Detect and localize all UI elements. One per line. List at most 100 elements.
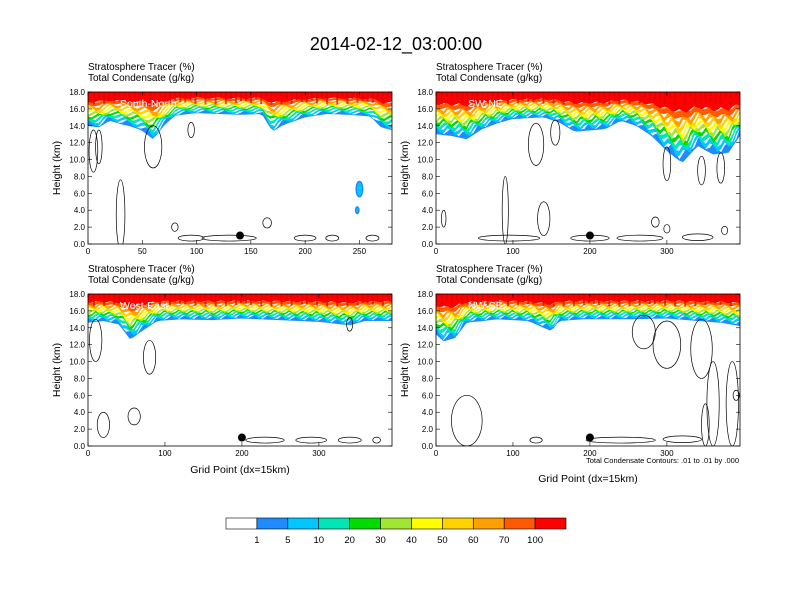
tracer-streak	[255, 294, 258, 301]
condensate-contour	[201, 234, 257, 242]
tracer-streak	[148, 294, 151, 307]
y-axis-label: Height (km)	[51, 141, 63, 195]
tracer-streak	[386, 294, 389, 299]
tracer-streak	[199, 294, 202, 300]
tracer-streak	[164, 92, 166, 99]
colorbar-swatch	[287, 517, 320, 530]
tracer-streak	[643, 294, 646, 303]
tracer-streak	[179, 294, 182, 304]
condensate-contour	[477, 234, 541, 242]
condensate-contour	[115, 179, 126, 244]
tracer-streak	[371, 294, 374, 305]
tracer-streak	[461, 92, 464, 103]
tracer-streak	[189, 92, 192, 100]
panel-title-line: Stratosphere Tracer (%)	[436, 264, 543, 275]
tracer-streak	[618, 294, 621, 307]
x-tick-label: 50	[138, 247, 147, 256]
tracer-streak	[138, 92, 141, 105]
tracer-streak	[466, 92, 469, 102]
tracer-streak	[527, 92, 530, 102]
tracer-streak	[300, 294, 303, 305]
y-tick-label: 8.0	[422, 172, 434, 181]
panel-title-line: Total Condensate (g/kg)	[436, 275, 542, 286]
tracer-streak	[684, 92, 687, 105]
tracer-streak	[123, 294, 126, 303]
tracer-streak	[219, 92, 222, 97]
tracer-streak	[496, 294, 499, 307]
tracer-streak	[153, 294, 156, 298]
y-tick-label: 6.0	[422, 391, 434, 400]
tracer-streak	[633, 92, 636, 98]
y-tick-label: 18.0	[69, 88, 85, 97]
tracer-streak	[376, 92, 379, 100]
condensate-contour	[245, 436, 285, 444]
tracer-streak	[603, 294, 606, 301]
tracer-streak	[356, 92, 359, 104]
location-marker	[236, 231, 244, 240]
tracer-streak	[118, 294, 121, 304]
tracer-streak	[321, 92, 324, 98]
tracer-streak	[501, 294, 504, 298]
tracer-streak	[689, 294, 692, 299]
tracer-streak	[648, 294, 651, 305]
tracer-band-5	[88, 307, 392, 328]
tracer-streak	[446, 92, 449, 98]
y-tick-label: 4.0	[74, 408, 86, 417]
panel-2: 0.0 2.0 4.0 6.0 8.0 10.0 12.0 14.0 16.0 18.0 0 100 2…	[399, 62, 741, 256]
tracer-streak	[704, 92, 707, 104]
panel-1: 0.0 2.0 4.0 6.0 8.0 10.0 12.0 14.0 16.0 18.0 0 50 10…	[51, 62, 393, 256]
tracer-streak	[209, 92, 212, 95]
tracer-streak	[336, 294, 339, 307]
tracer-streak	[341, 294, 344, 299]
tracer-streak	[321, 294, 324, 300]
tracer-streak	[633, 294, 636, 300]
tracer-streak	[316, 92, 318, 104]
tracer-streak	[664, 92, 666, 104]
tracer-streak	[669, 294, 672, 300]
tracer-streak	[113, 92, 116, 103]
tracer-streak	[290, 92, 293, 104]
x-tick-label: 0	[434, 449, 439, 458]
tracer-streak	[219, 294, 222, 299]
tracer-streak	[648, 92, 651, 103]
tracer-streak	[128, 294, 131, 306]
y-tick-label: 12.0	[417, 139, 433, 148]
tracer-streak	[537, 92, 540, 100]
tracer-streak	[506, 294, 509, 307]
tracer-streak	[280, 294, 283, 307]
tracer-streak	[310, 294, 313, 303]
tracer-streak	[436, 294, 438, 297]
plot-frame	[435, 293, 741, 447]
tracer-band-2	[436, 312, 740, 340]
colorbar-label: 30	[375, 535, 386, 546]
panel-title-line: Stratosphere Tracer (%)	[88, 62, 195, 73]
tracer-streak	[613, 92, 616, 97]
tracer-streak	[174, 294, 177, 303]
tracer-streak	[679, 92, 682, 96]
tracer-streak	[295, 92, 298, 101]
condensate-contour	[663, 224, 671, 234]
plot-frame	[87, 91, 393, 245]
y-tick-label: 18.0	[417, 290, 433, 299]
tracer-streak	[305, 92, 308, 103]
x-tick-label: 0	[86, 247, 91, 256]
y-tick-label: 12.0	[69, 341, 85, 350]
tracer-streak	[709, 294, 712, 304]
tracer-streak	[532, 294, 535, 305]
tracer-streak	[300, 92, 303, 103]
tracer-band-7	[436, 101, 740, 134]
condensate-contour	[441, 209, 447, 228]
tracer-streak	[108, 294, 111, 302]
tracer-streak	[719, 294, 722, 305]
tracer-streak	[326, 92, 329, 105]
x-tick-label: 200	[583, 247, 597, 256]
tracer-streak	[537, 294, 540, 302]
tracer-band-9	[436, 98, 740, 119]
tracer-streak	[719, 92, 722, 103]
tracer-band-7	[436, 303, 740, 323]
tracer-streak	[588, 294, 590, 304]
tracer-streak	[577, 92, 580, 100]
tracer-streak	[689, 92, 692, 97]
